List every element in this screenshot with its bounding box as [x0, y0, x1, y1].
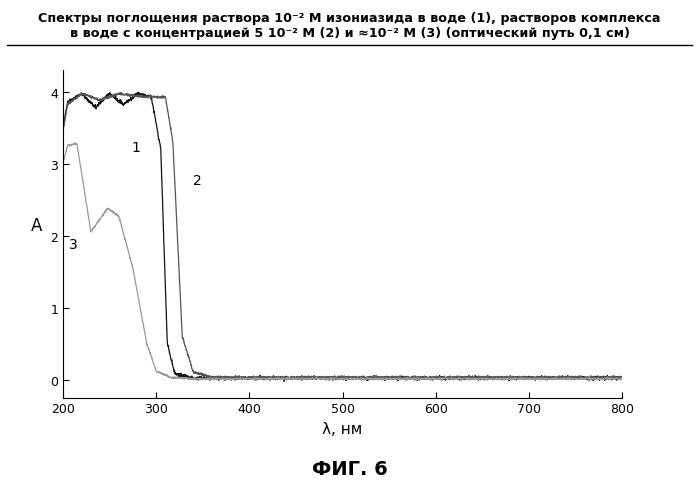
Text: 2: 2 [194, 173, 202, 187]
Text: 1: 1 [131, 140, 140, 154]
Text: Спектры поглощения раствора 10⁻² М изониазида в воде (1), растворов комплекса: Спектры поглощения раствора 10⁻² М изони… [38, 12, 661, 25]
Text: ФИГ. 6: ФИГ. 6 [312, 459, 387, 478]
X-axis label: λ, нм: λ, нм [322, 421, 363, 436]
Text: 3: 3 [69, 238, 78, 252]
Text: в воде с концентрацией 5 10⁻² М (2) и ≈10⁻² М (3) (оптический путь 0,1 см): в воде с концентрацией 5 10⁻² М (2) и ≈1… [69, 27, 630, 40]
Y-axis label: А: А [31, 216, 42, 234]
